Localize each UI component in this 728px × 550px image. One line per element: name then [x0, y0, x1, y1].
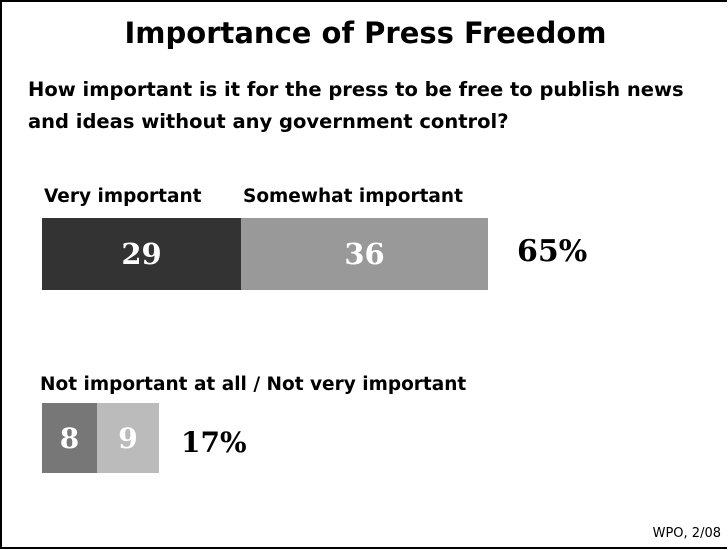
- legend-somewhat-important: Somewhat important: [243, 186, 463, 207]
- legend-very-important: Very important: [44, 186, 202, 207]
- chart-title: Importance of Press Freedom: [124, 16, 607, 50]
- value-label-very-important: 29: [121, 237, 162, 271]
- bar-segment-not-very-important: 9: [97, 403, 159, 473]
- total-label-not-important: 17%: [181, 426, 247, 459]
- survey-question: How important is it for the press to be …: [28, 78, 684, 133]
- value-label-not-important-at-all: 8: [59, 421, 80, 455]
- bar-segment-somewhat-important: 36: [241, 218, 488, 290]
- total-label-important: 65%: [517, 234, 588, 269]
- bar-segment-not-important-at-all: 8: [42, 403, 97, 473]
- source-note: WPO, 2/08: [652, 526, 721, 541]
- value-label-not-very-important: 9: [118, 421, 138, 455]
- value-label-somewhat-important: 36: [344, 237, 385, 271]
- category-label-not-important: Not important at all / Not very importan…: [40, 374, 467, 395]
- bar-segment-very-important: 29: [42, 218, 241, 290]
